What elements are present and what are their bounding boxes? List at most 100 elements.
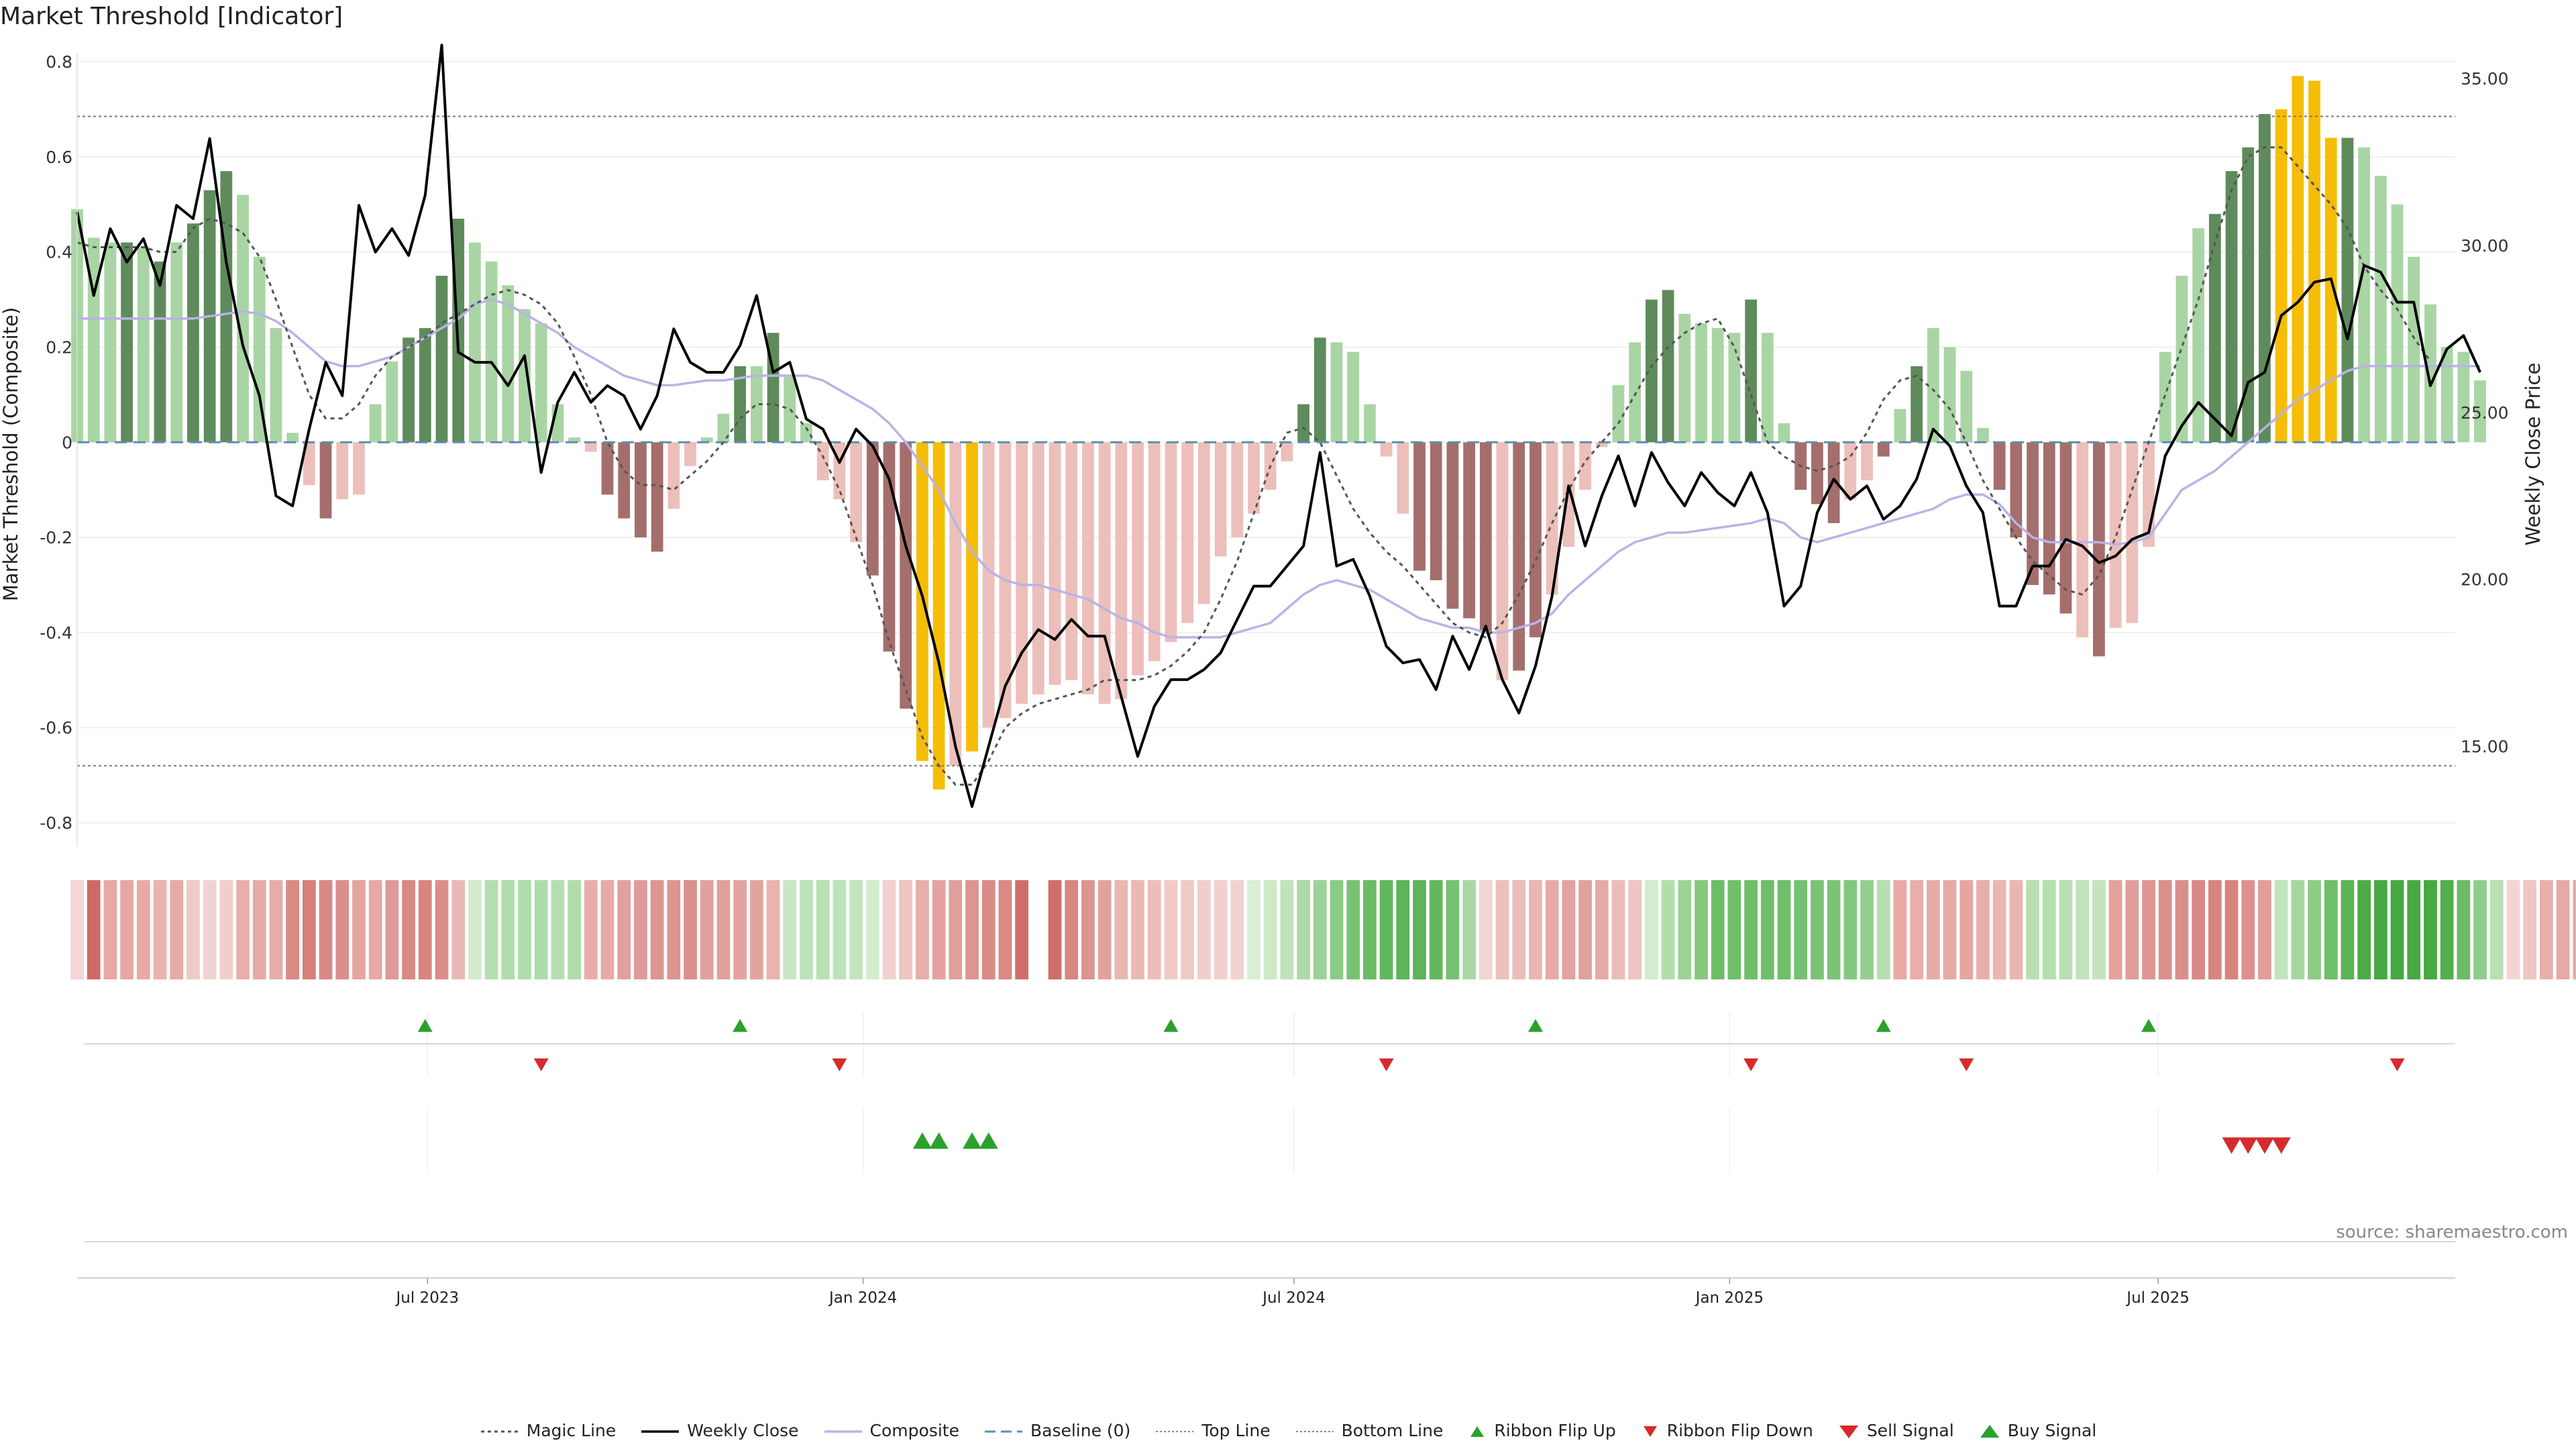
legend-item: Bottom Line bbox=[1295, 1421, 1443, 1440]
signal-panel bbox=[84, 1107, 2455, 1242]
ribbon-cell bbox=[650, 880, 664, 979]
source-note: source: sharemaestro.com bbox=[2336, 1222, 2568, 1242]
magic-line bbox=[76, 146, 2432, 786]
ribbon-cell bbox=[1263, 880, 1277, 979]
ribbon-flip-down-marker bbox=[1743, 1058, 1759, 1071]
ribbon-flip-up-marker bbox=[733, 1019, 748, 1032]
composite-bar bbox=[2259, 114, 2271, 443]
composite-bar bbox=[1778, 423, 1790, 443]
composite-bar bbox=[1977, 428, 1989, 443]
y-axis-title: Market Threshold (Composite) bbox=[0, 307, 22, 601]
composite-bar bbox=[535, 323, 547, 443]
composite-bar bbox=[982, 442, 995, 728]
ribbon-cell bbox=[2076, 880, 2090, 979]
composite-bar bbox=[1911, 366, 1923, 443]
composite-bar bbox=[1595, 442, 1608, 447]
legend-item: Top Line bbox=[1155, 1421, 1271, 1440]
composite-bar bbox=[468, 242, 481, 443]
ribbon-cell bbox=[2473, 880, 2487, 979]
ribbon-cell bbox=[2059, 880, 2073, 979]
composite-bar bbox=[1546, 442, 1558, 595]
ribbon-cell bbox=[2224, 880, 2239, 979]
ribbon-cell bbox=[1429, 880, 1443, 979]
legend-label: Sell Signal bbox=[1866, 1421, 1954, 1440]
ribbon-cell bbox=[1926, 880, 1940, 979]
top-line-icon bbox=[1155, 1421, 1201, 1440]
ribbon-cell bbox=[2108, 880, 2123, 979]
composite-bar bbox=[1364, 404, 1376, 443]
composite-bar bbox=[1861, 442, 1873, 480]
legend-label: Composite bbox=[869, 1421, 959, 1440]
ribbon-cell bbox=[1446, 880, 1460, 979]
ribbon-cell bbox=[1247, 880, 1260, 979]
composite-bar bbox=[651, 442, 663, 552]
axes: 0.8 0.6 0.4 0.2 0 -0.2 -0.4 -0.6 -0.8 35.00 30.00 2… bbox=[0, 52, 2544, 847]
ribbon-cell bbox=[1396, 880, 1410, 979]
ribbon-cell bbox=[203, 880, 217, 979]
ribbon-cell bbox=[418, 880, 432, 979]
composite-bar bbox=[1181, 442, 1194, 623]
ribbon-cell bbox=[617, 880, 631, 979]
composite-bar bbox=[2341, 138, 2354, 443]
y2-tick-label: 15.00 bbox=[2461, 737, 2509, 757]
ribbon-cell bbox=[368, 880, 382, 979]
ribbon-flip-up-marker bbox=[1527, 1019, 1543, 1032]
legend-item: Baseline (0) bbox=[983, 1421, 1130, 1440]
composite-bar bbox=[1098, 442, 1111, 704]
magic-line-icon bbox=[480, 1421, 527, 1440]
y-tick-label: 0.4 bbox=[46, 243, 72, 262]
y-tick-label: -0.4 bbox=[40, 623, 72, 643]
ribbon-cell bbox=[1910, 880, 1924, 979]
ribbon-cell bbox=[518, 880, 531, 979]
ribbon-cell bbox=[1479, 880, 1493, 979]
composite-bar bbox=[2374, 176, 2387, 443]
ribbon-cell bbox=[1413, 880, 1426, 979]
legend-label: Weekly Close bbox=[687, 1421, 799, 1440]
ribbon-cell bbox=[1131, 880, 1144, 979]
composite-bar bbox=[1313, 337, 1326, 443]
ribbon-cell bbox=[2125, 880, 2139, 979]
ribbon-flip-up-marker bbox=[1876, 1019, 1891, 1032]
composite-bar bbox=[187, 223, 199, 443]
ribbon-cell bbox=[402, 880, 415, 979]
ribbon-cell bbox=[2042, 880, 2056, 979]
ribbon-cell bbox=[1876, 880, 1890, 979]
composite-bar bbox=[2208, 213, 2221, 443]
ribbon-cell bbox=[1562, 880, 1576, 979]
composite-bar bbox=[1811, 442, 1823, 504]
composite-bar bbox=[2126, 442, 2139, 623]
ribbon-cell bbox=[1097, 880, 1112, 979]
x-tick-label: Jul 2025 bbox=[2125, 1289, 2190, 1307]
ribbon-cell bbox=[219, 880, 233, 979]
composite-bar bbox=[1645, 299, 1658, 443]
ribbon-cell bbox=[2373, 880, 2387, 979]
composite-bar bbox=[1745, 299, 1757, 443]
series-lines bbox=[76, 44, 2481, 808]
y2-tick-label: 20.00 bbox=[2461, 570, 2509, 590]
y-tick-label: -0.8 bbox=[40, 814, 72, 833]
y-tick-label: -0.6 bbox=[40, 718, 72, 738]
buy-signal-marker bbox=[929, 1132, 949, 1149]
composite-bar bbox=[1132, 442, 1144, 676]
ribbon-cell bbox=[335, 880, 350, 979]
ribbon-cell bbox=[551, 880, 565, 979]
ribbon-cell bbox=[1015, 880, 1028, 979]
composite-bars bbox=[71, 76, 2486, 790]
ribbon-cell bbox=[816, 880, 830, 979]
ribbon-cell bbox=[568, 880, 581, 979]
ribbon-cell bbox=[1512, 880, 1526, 979]
composite-bar bbox=[1231, 442, 1244, 538]
buy-signal-marker bbox=[979, 1132, 998, 1149]
ribbon-cell bbox=[352, 880, 366, 979]
composite-bar bbox=[584, 442, 597, 452]
ribbon-cell bbox=[87, 880, 101, 979]
ribbon-cell bbox=[153, 880, 167, 979]
ribbon-cell bbox=[435, 880, 449, 979]
ribbon-cell bbox=[1595, 880, 1609, 979]
composite-bar bbox=[1479, 442, 1492, 633]
x-tick-label: Jan 2025 bbox=[1695, 1289, 1764, 1307]
ribbon-cell bbox=[2241, 880, 2255, 979]
buy-signal-marker bbox=[912, 1132, 932, 1149]
composite-bar bbox=[900, 442, 912, 709]
ribbon-cell bbox=[1628, 880, 1642, 979]
